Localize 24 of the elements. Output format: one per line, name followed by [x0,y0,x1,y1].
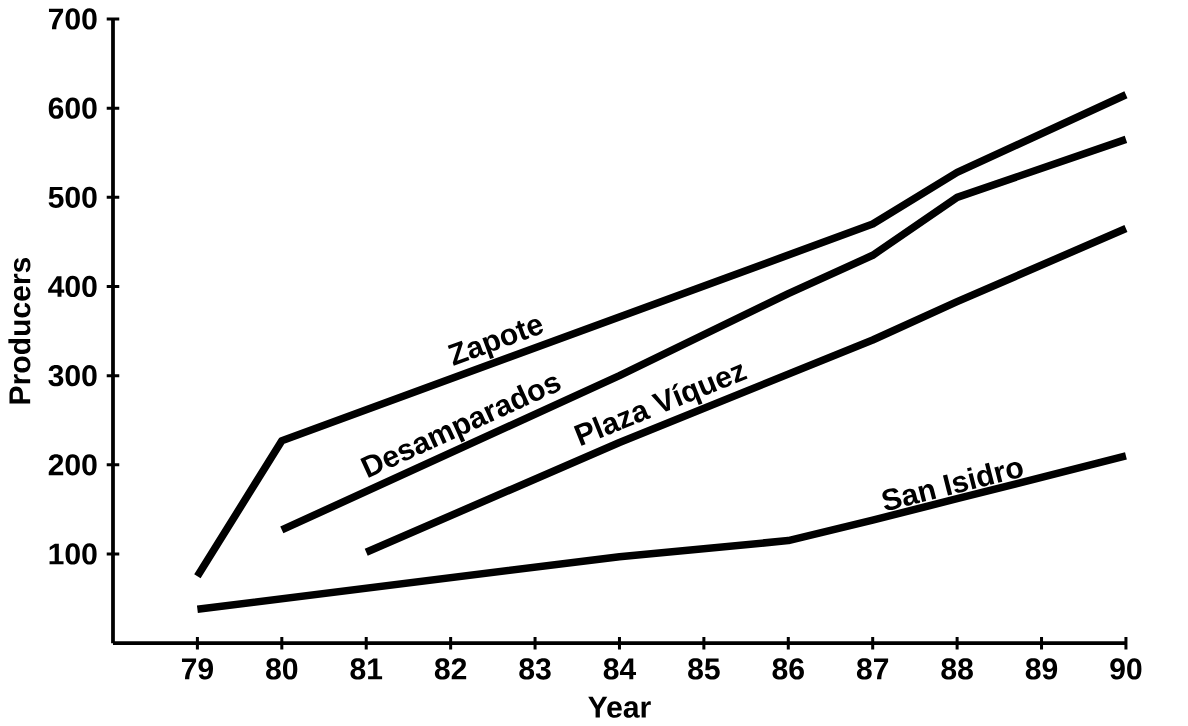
x-tick-label: 79 [181,658,214,680]
x-tick-label: 83 [519,658,551,680]
x-tick-label: 85 [688,658,720,680]
y-tick-label: 200 [48,454,97,476]
y-tick-label: 400 [48,275,97,298]
x-tick-label: 89 [1025,658,1058,680]
text: Plaza Víquez [573,364,748,446]
y-tick-label: 500 [48,186,97,208]
x-tick-label: 82 [434,658,467,680]
text: San Isidro [882,462,1023,510]
x-tick-label: 81 [350,658,383,680]
x-axis-title: Year [588,696,651,718]
text: Zapote [447,318,543,366]
x-tick-label: 84 [603,658,637,680]
x-tick-label: 90 [1110,658,1142,680]
y-tick-label: 700 [48,8,97,30]
y-axis-title: Producers [8,257,31,404]
x-tick-label: 80 [266,658,298,680]
y-tick-label: 100 [49,543,97,565]
x-tick-label: 88 [941,658,973,680]
y-tick-label: 300 [48,364,97,387]
x-tick-label: 86 [772,658,804,680]
x-tick-label: 87 [856,658,889,680]
y-tick-label: 600 [48,97,97,119]
